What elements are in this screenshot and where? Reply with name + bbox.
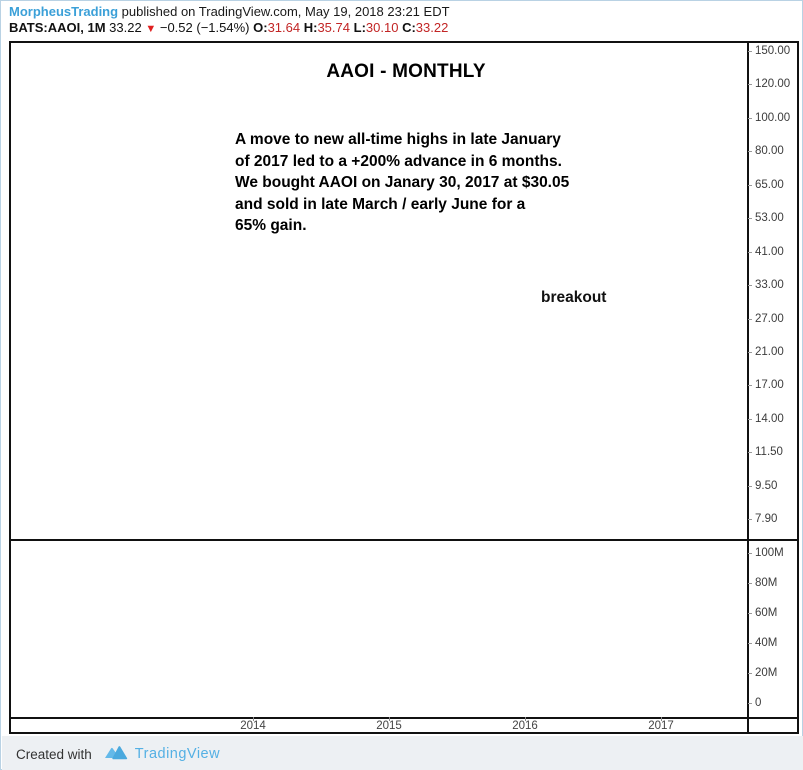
author-link[interactable]: MorpheusTrading (9, 4, 119, 19)
publish-header: MorpheusTrading published on TradingView… (9, 4, 450, 19)
trade-annotation: A move to new all-time highs in late Jan… (235, 129, 635, 237)
close-label: C: (402, 20, 416, 35)
volume-axis-label: 100M (755, 547, 784, 559)
footer-bar: Created with TradingView (2, 736, 803, 770)
axis-tick (748, 418, 752, 420)
price-axis-label: 27.00 (755, 312, 784, 325)
axis-tick (748, 285, 752, 287)
down-arrow-icon: ▼ (145, 23, 157, 35)
axis-tick (748, 84, 752, 86)
year-tick (389, 717, 390, 721)
change-value: −0.52 (−1.54%) (159, 20, 250, 35)
year-label: 2015 (376, 720, 402, 732)
volume-axis-label: 0 (755, 697, 762, 709)
quote-line: BATS:AAOI, 1M 33.22 ▼ −0.52 (−1.54%) O:3… (9, 20, 448, 35)
axis-tick (748, 151, 752, 153)
price-axis-label: 21.00 (755, 345, 784, 358)
price-axis-label: 150.00 (755, 45, 791, 57)
year-label: 2017 (648, 720, 674, 732)
price-axis-label: 17.00 (755, 379, 784, 392)
tradingview-logo-icon[interactable] (104, 745, 128, 763)
year-tick (525, 717, 526, 721)
axis-tick (748, 184, 752, 186)
year-label: 2016 (512, 720, 538, 732)
axis-tick (748, 673, 752, 674)
axis-tick (748, 485, 752, 487)
axis-tick (748, 351, 752, 353)
created-with-label: Created with (16, 746, 92, 762)
price-axis-label: 33.00 (755, 279, 784, 292)
price-axis-label: 7.90 (755, 513, 778, 526)
low-label: L: (353, 20, 366, 35)
annotation-line: We bought AAOI on Janary 30, 2017 at $30… (235, 174, 570, 191)
open-label: O: (253, 20, 268, 35)
axis-tick (748, 385, 752, 387)
price-axis-label: 9.50 (755, 479, 778, 492)
annotation-line: 65% gain. (235, 217, 307, 234)
volume-axis-label: 60M (755, 607, 778, 619)
volume-axis-label: 80M (755, 577, 778, 589)
year-tick (661, 717, 662, 721)
axis-tick (748, 613, 752, 614)
symbol-label[interactable]: BATS:AAOI, 1M (9, 20, 106, 35)
volume-axis-label: 20M (755, 667, 778, 679)
price-axis-label: 100.00 (755, 111, 791, 124)
axis-tick (748, 318, 752, 320)
time-axis-separator (9, 717, 799, 719)
publish-info: published on TradingView.com, May 19, 20… (118, 4, 450, 19)
year-tick (253, 717, 254, 721)
axis-tick (748, 553, 752, 554)
annotation-line: A move to new all-time highs in late Jan… (235, 131, 561, 148)
volume-axis-label: 40M (755, 637, 778, 649)
axis-tick (748, 519, 752, 521)
high-label: H: (303, 20, 318, 35)
high-value: 35.74 (317, 20, 350, 35)
chart-border (9, 41, 799, 734)
axis-tick (748, 583, 752, 584)
last-price: 33.22 (109, 20, 142, 35)
axis-tick (748, 218, 752, 220)
axis-tick (748, 643, 752, 644)
annotation-line: and sold in late March / early June for … (235, 195, 526, 213)
axis-tick (748, 452, 752, 454)
axis-separator (747, 41, 749, 734)
price-axis-label: 120.00 (755, 78, 791, 91)
axis-tick (748, 703, 752, 704)
open-value: 31.64 (267, 20, 301, 35)
price-axis-label: 14.00 (755, 412, 784, 425)
low-value: 30.10 (365, 20, 399, 35)
year-label: 2014 (240, 720, 266, 732)
price-axis-label: 80.00 (755, 145, 784, 158)
pane-separator (9, 539, 799, 541)
close-value: 33.22 (415, 20, 449, 35)
axis-tick (748, 251, 752, 253)
price-axis-label: 65.00 (755, 178, 784, 191)
chart-title: AAOI - MONTHLY (326, 61, 486, 82)
price-axis-label: 41.00 (755, 245, 784, 258)
axis-tick (748, 51, 752, 52)
price-axis-label: 11.50 (755, 446, 783, 459)
tradingview-brand[interactable]: TradingView (134, 746, 221, 762)
annotation-line: of 2017 led to a +200% advance in 6 mont… (235, 152, 562, 170)
breakout-label: breakout (541, 289, 607, 306)
axis-tick (748, 117, 752, 119)
price-axis-label: 53.00 (755, 212, 784, 225)
